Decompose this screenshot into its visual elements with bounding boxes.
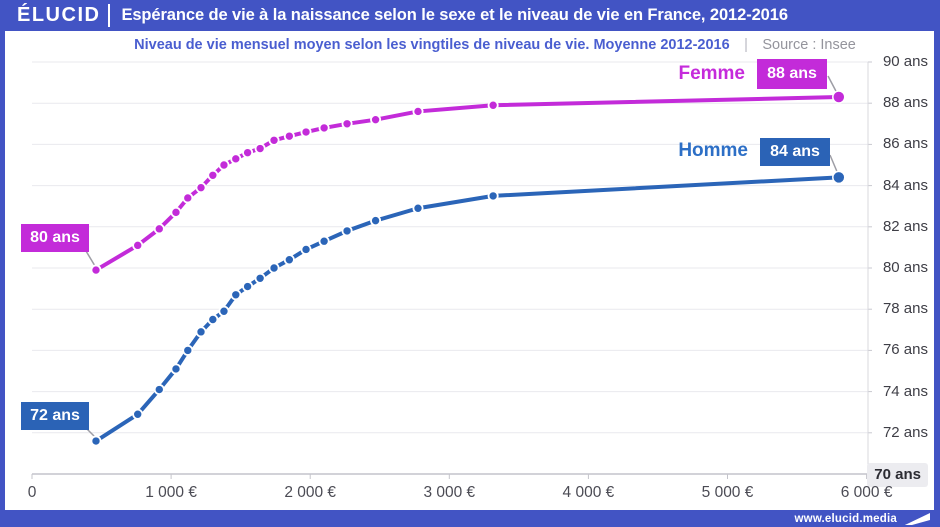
homme-start-badge: 72 ans: [21, 402, 89, 430]
data-point-femme: [370, 114, 382, 126]
x-axis-labels: 0 1 000 € 2 000 € 3 000 € 4 000 € 5 000 € 6 00…: [0, 484, 940, 506]
frame-right-stripe: [934, 31, 940, 527]
y-axis-label: 70 ans: [867, 463, 928, 487]
data-point-homme: [254, 272, 266, 284]
data-point-homme: [832, 170, 846, 185]
footer-bar: www.elucid.media: [0, 510, 940, 527]
data-point-femme: [218, 159, 230, 171]
x-axis-label: 4 000 €: [562, 484, 615, 501]
y-axis-label: 88 ans: [882, 94, 928, 112]
data-point-homme: [207, 313, 219, 325]
data-point-femme: [283, 130, 295, 142]
x-axis-label: 1 000 €: [145, 484, 197, 501]
data-point-homme: [318, 235, 330, 247]
y-axis-label: 86 ans: [882, 135, 928, 153]
y-axis-label: 82 ans: [882, 217, 928, 235]
x-axis-label: 3 000 €: [423, 484, 476, 501]
data-point-femme: [832, 90, 846, 104]
badge-connector: [829, 154, 839, 175]
data-point-homme: [182, 344, 194, 356]
subtitle-text: Niveau de vie mensuel moyen selon les vi…: [134, 37, 730, 53]
homme-series-label: Homme: [678, 140, 748, 161]
frame-left-stripe: [0, 31, 5, 527]
femme-series-label: Femme: [678, 63, 745, 84]
data-point-homme: [230, 289, 242, 301]
data-point-femme: [170, 206, 182, 218]
data-point-femme: [182, 192, 194, 204]
homme-end-badge: 84 ans: [760, 138, 830, 166]
data-point-homme: [412, 202, 424, 214]
data-point-femme: [207, 169, 219, 181]
data-point-femme: [153, 223, 165, 235]
data-point-homme: [283, 254, 295, 266]
badge-connector: [85, 250, 96, 267]
y-axis-label: 84 ans: [882, 176, 928, 194]
footer-url[interactable]: www.elucid.media: [794, 512, 897, 525]
x-axis-label: 6 000 €: [840, 484, 893, 501]
header-bar: ÉLUCID Espérance de vie à la naissance s…: [0, 0, 940, 31]
data-point-femme: [132, 239, 144, 251]
data-point-femme: [242, 147, 254, 159]
data-point-homme: [242, 281, 254, 293]
data-point-homme: [370, 215, 382, 227]
page-title: Espérance de vie à la naissance selon le…: [121, 6, 788, 24]
data-point-femme: [341, 118, 353, 130]
x-axis-label: 2 000 €: [284, 484, 337, 501]
femme-end-badge: 88 ans: [757, 59, 827, 89]
data-point-femme: [268, 134, 280, 146]
x-axis-label: 0: [27, 484, 37, 501]
data-point-homme: [195, 326, 207, 338]
header-divider: [108, 4, 111, 27]
source-label: Source : Insee: [762, 37, 856, 53]
femme-start-badge: 80 ans: [21, 224, 89, 252]
data-point-femme: [318, 122, 330, 134]
y-axis-label: 90 ans: [882, 53, 928, 70]
data-point-homme: [300, 243, 312, 255]
subtitle-separator: |: [744, 37, 748, 53]
data-point-femme: [254, 143, 266, 155]
y-axis-label: 76 ans: [882, 341, 928, 359]
y-axis-label: 74 ans: [882, 382, 928, 400]
data-point-homme: [341, 225, 353, 237]
chart-canvas: [31, 61, 872, 479]
subtitle-row: Niveau de vie mensuel moyen selon les vi…: [0, 33, 940, 57]
data-point-femme: [90, 264, 102, 276]
data-point-homme: [153, 384, 165, 396]
data-point-homme: [487, 190, 499, 202]
x-axis-label: 5 000 €: [701, 484, 754, 501]
data-point-homme: [170, 363, 182, 375]
elucid-logo: ÉLUCID: [17, 4, 101, 26]
data-point-femme: [230, 153, 242, 165]
y-axis-label: 78 ans: [882, 300, 928, 318]
data-point-femme: [300, 126, 312, 138]
y-axis-labels: 90 ans 88 ans 86 ans 84 ans 82 ans 80 ans 78 a…: [867, 0, 930, 510]
data-point-homme: [218, 305, 230, 317]
elucid-flag-icon: [905, 513, 930, 525]
y-axis-label: 72 ans: [882, 423, 928, 441]
data-point-femme: [412, 105, 424, 117]
data-point-homme: [268, 262, 280, 274]
data-point-femme: [487, 99, 499, 111]
data-point-homme: [90, 435, 102, 447]
y-axis-label: 80 ans: [882, 259, 928, 276]
data-point-homme: [132, 408, 144, 420]
data-point-femme: [195, 182, 207, 194]
